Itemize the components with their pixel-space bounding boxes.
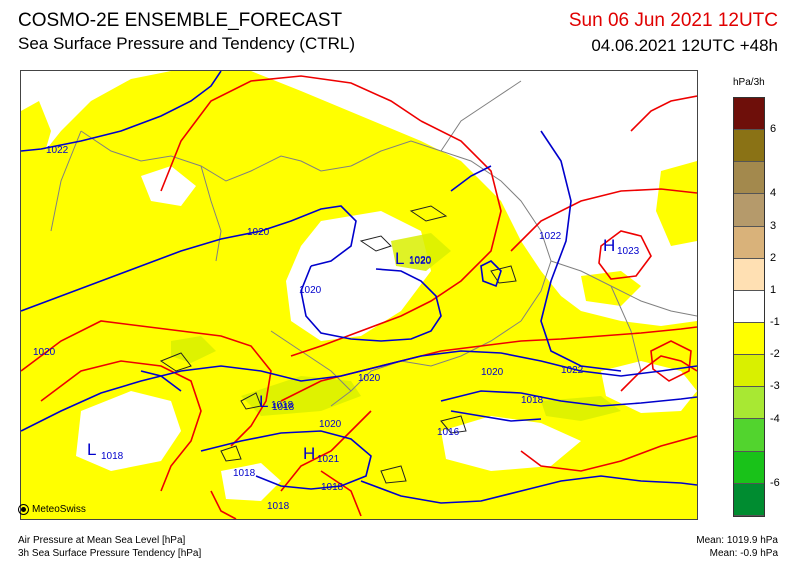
legend-tick-label: -3 — [770, 380, 780, 393]
legend-tick-label: 1 — [770, 283, 777, 296]
high-letter: H — [303, 444, 315, 463]
isobar-label: 1020 — [358, 373, 381, 384]
logo-text: MeteoSwiss — [32, 504, 86, 515]
footer-line-pressure: Air Pressure at Mean Sea Level [hPa] — [18, 535, 186, 546]
high-value: 1023 — [617, 246, 640, 257]
legend-swatch — [734, 226, 764, 259]
lakes-and-coastlines — [159, 205, 517, 484]
isobar-label: 1020 — [299, 285, 322, 296]
map-title: COSMO-2E ENSEMBLE_FORECAST — [18, 10, 343, 31]
date-block: Sun 06 Jun 2021 12UTC 04.06.2021 12UTC +… — [569, 10, 778, 56]
isobar-label: 1020 — [409, 255, 432, 266]
legend-swatch — [734, 290, 764, 323]
legend-tick-label: 2 — [770, 251, 777, 264]
mean-tendency: Mean: -0.9 hPa — [709, 548, 778, 559]
isobar-label: 1018 — [267, 501, 290, 512]
legend-swatch — [734, 162, 764, 195]
isobar-label: 1018 — [321, 482, 344, 493]
legend-tick-label: 4 — [770, 187, 777, 200]
isobar-label: 1020 — [33, 347, 56, 358]
high-pressure-marker: H 1023 — [603, 236, 640, 257]
high-value: 1021 — [317, 454, 340, 465]
low-value: 1020 — [409, 256, 432, 267]
title-block: COSMO-2E ENSEMBLE_FORECAST Sea Surface P… — [18, 10, 355, 54]
legend-unit: hPa/3h — [733, 77, 765, 88]
legend-tick-label: -4 — [770, 412, 780, 425]
low-letter: L — [87, 440, 96, 459]
legend-swatch — [734, 322, 764, 356]
country-borders — [50, 80, 697, 407]
low-letter: L — [259, 392, 268, 411]
legend-swatch — [734, 258, 764, 291]
pressure-systems: H 1023 L 1020 L 1018 L 1018 H 1021 — [87, 236, 640, 465]
high-letter: H — [603, 236, 615, 255]
isobar-label: 1018 — [271, 400, 294, 411]
isobar-label: 1020 — [247, 227, 270, 238]
isobar-label: 1020 — [319, 419, 342, 430]
legend-tick-label: -2 — [770, 348, 780, 361]
isobar-label: 1022 — [561, 365, 584, 376]
init-date: 04.06.2021 12UTC +48h — [591, 36, 778, 55]
low-letter: L — [395, 249, 404, 268]
legend-swatch — [734, 130, 764, 163]
legend-swatch — [734, 194, 764, 227]
low-value: 1018 — [272, 402, 295, 413]
tendency-contours — [21, 75, 697, 519]
legend-tick-label: -6 — [770, 476, 780, 489]
footer-line-tendency: 3h Sea Surface Pressure Tendency [hPa] — [18, 548, 202, 559]
low-pressure-marker: L 1018 — [259, 392, 295, 413]
footer-right: Mean: 1019.9 hPa Mean: -0.9 hPa — [696, 534, 778, 560]
legend-tick-label: 6 — [770, 123, 777, 136]
forecast-map: 1022 1020 1020 1020 1020 1020 1020 1020 … — [20, 70, 698, 520]
legend-swatch — [734, 451, 764, 484]
legend-swatch — [734, 98, 764, 131]
legend-tick-label: -1 — [770, 316, 780, 329]
legend-swatch — [734, 355, 764, 388]
isobar-label: 1022 — [46, 145, 69, 156]
legend-swatch — [734, 387, 764, 420]
valid-date: Sun 06 Jun 2021 12UTC — [568, 10, 778, 31]
low-pressure-marker: L 1018 — [87, 440, 124, 462]
legend-swatch — [734, 419, 764, 452]
isobar-label: 1018 — [521, 395, 544, 406]
isobars — [21, 71, 697, 504]
legend-swatch — [734, 483, 764, 516]
map-subtitle: Sea Surface Pressure and Tendency (CTRL) — [18, 34, 356, 53]
meteoswiss-logo: MeteoSwiss — [18, 504, 86, 515]
legend-labels: 6 4 3 2 1 -1 -2 -3 -4 -6 — [770, 97, 796, 515]
isobar-label: 1022 — [539, 231, 562, 242]
legend-color-bar — [733, 97, 765, 517]
footer-left: Air Pressure at Mean Sea Level [hPa] 3h … — [18, 534, 201, 560]
logo-icon — [18, 504, 29, 515]
isobar-label: 1016 — [437, 427, 460, 438]
isobar-label: 1020 — [481, 367, 504, 378]
isobar-labels: 1022 1020 1020 1020 1020 1020 1020 1020 … — [33, 145, 584, 512]
map-canvas: 1022 1020 1020 1020 1020 1020 1020 1020 … — [21, 71, 697, 519]
tendency-legend: hPa/3h 6 4 3 2 1 -1 -2 -3 -4 -6 — [733, 77, 793, 517]
isobar-label: 1018 — [233, 468, 256, 479]
high-pressure-marker: H 1021 — [303, 444, 340, 465]
low-value: 1018 — [101, 451, 124, 462]
mean-pressure: Mean: 1019.9 hPa — [696, 535, 778, 546]
legend-tick-label: 3 — [770, 219, 777, 232]
low-pressure-marker: L 1020 — [395, 249, 432, 268]
